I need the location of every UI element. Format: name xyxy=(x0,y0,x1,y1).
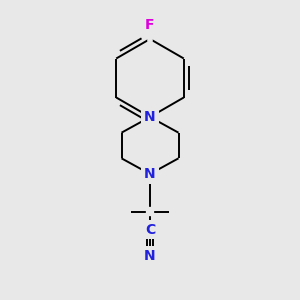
Text: N: N xyxy=(144,250,156,263)
Text: N: N xyxy=(144,167,156,181)
Text: F: F xyxy=(145,18,155,32)
Text: C: C xyxy=(145,223,155,236)
Text: N: N xyxy=(144,110,156,124)
